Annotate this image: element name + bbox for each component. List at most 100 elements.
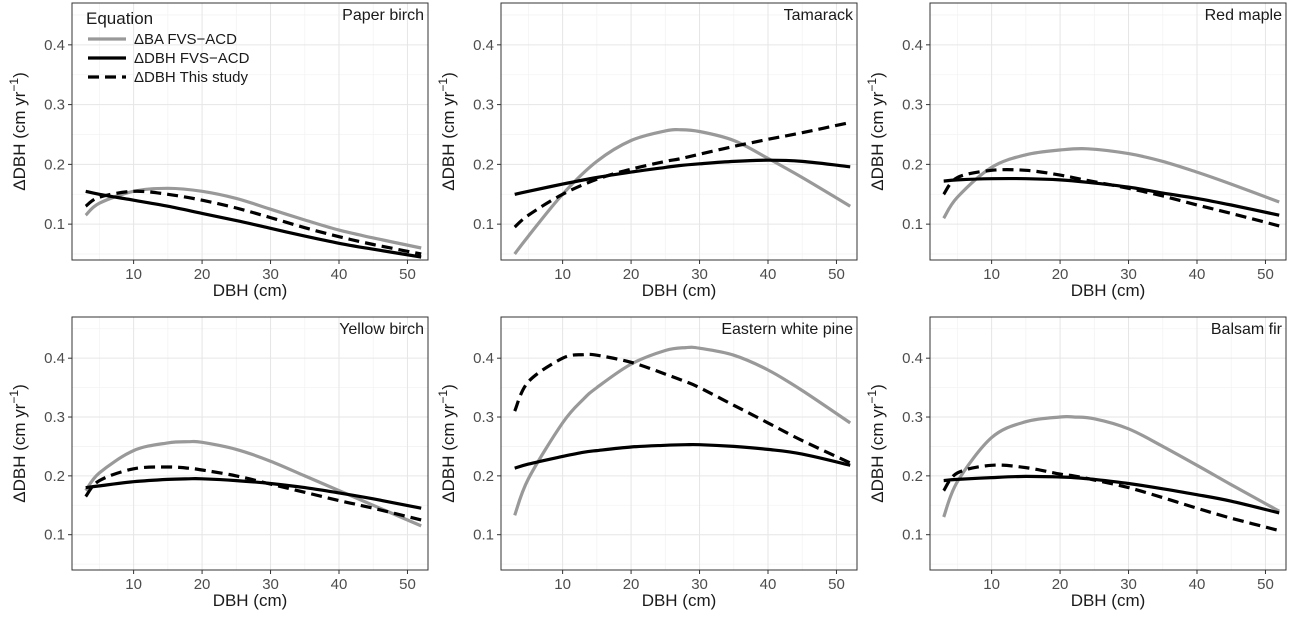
legend-label: ΔDBH FVS−ACD <box>134 50 250 67</box>
panel-title: Balsam fir <box>1211 321 1283 338</box>
panel-background <box>929 2 1287 261</box>
y-tick-label: 0.1 <box>44 216 65 233</box>
panel-frame <box>929 316 1287 571</box>
x-tick-label: 50 <box>399 266 416 283</box>
y-axis-title: ΔDBH (cm yr−1) <box>436 72 458 191</box>
y-axis-title: ΔDBH (cm yr−1) <box>7 384 29 503</box>
y-axis-title-superscript: −1 <box>865 78 879 92</box>
x-tick-label: 10 <box>554 266 571 283</box>
panel-frame <box>71 316 429 571</box>
y-axis-title-superscript: −1 <box>436 78 450 92</box>
x-tick-label: 10 <box>125 576 142 593</box>
y-axis-title-superscript: −1 <box>7 78 21 92</box>
y-tick-label: 0.2 <box>44 156 65 173</box>
panel-1: Tamarack 10 20 30 40 50 0.1 0.2 0.3 0.4 DBH (cm) ΔD… <box>436 2 858 300</box>
x-tick-label: 40 <box>331 576 348 593</box>
series-line-dbh-this-study <box>84 465 422 522</box>
x-tick-label: 50 <box>828 576 845 593</box>
series-line-dbh-fvs <box>85 189 422 259</box>
y-tick-label: 0.3 <box>473 97 494 114</box>
y-axis-title-main: ΔDBH (cm yr <box>439 91 458 191</box>
series-line-ba-fvs <box>942 146 1280 220</box>
x-axis-title: DBH (cm) <box>213 591 288 610</box>
y-axis-title: ΔDBH (cm yr−1) <box>865 72 887 191</box>
panel-title: Red maple <box>1205 7 1282 24</box>
y-tick-label: 0.2 <box>473 468 494 485</box>
legend: Equation ΔBA FVS−ACD ΔDBH FVS−ACD ΔDBH This… <box>86 9 250 86</box>
y-axis-title-superscript: −1 <box>436 390 450 404</box>
y-axis-title-suffix: ) <box>10 72 29 78</box>
x-tick-label: 40 <box>760 576 777 593</box>
x-tick-label: 30 <box>1120 576 1137 593</box>
y-tick-label: 0.1 <box>902 216 923 233</box>
x-tick-label: 50 <box>1257 576 1274 593</box>
series-line-dbh-this-study <box>513 120 851 229</box>
y-tick-label: 0.4 <box>44 350 65 367</box>
panel-2: Red maple 10 20 30 40 50 0.1 0.2 0.3 0.4 DBH (cm) Δ… <box>865 2 1287 300</box>
panel-frame <box>929 2 1287 261</box>
series-line-ba-fvs <box>513 345 852 516</box>
legend-label: ΔDBH This study <box>134 69 248 86</box>
x-tick-label: 20 <box>1052 266 1069 283</box>
series-line-dbh-fvs <box>943 474 1280 515</box>
y-axis-title-superscript: −1 <box>865 390 879 404</box>
series-line-dbh-this-study <box>942 168 1280 228</box>
series-line-dbh-fvs <box>514 442 851 470</box>
x-tick-label: 20 <box>194 576 211 593</box>
panel-0: Paper birch 10 20 30 40 50 0.1 0.2 0.3 0.4 DBH (cm… <box>7 2 429 300</box>
x-tick-label: 20 <box>1052 576 1069 593</box>
y-axis-title-main: ΔDBH (cm yr <box>868 403 887 503</box>
y-tick-label: 0.2 <box>473 156 494 173</box>
series-line-dbh-fvs <box>943 176 1280 217</box>
series-line-dbh-this-study <box>942 463 1280 533</box>
x-tick-label: 10 <box>554 576 571 593</box>
y-axis-title-main: ΔDBH (cm yr <box>868 91 887 191</box>
panel-title: Tamarack <box>784 7 854 24</box>
x-axis-title: DBH (cm) <box>642 591 717 610</box>
x-tick-label: 10 <box>125 266 142 283</box>
y-axis-title-suffix: ) <box>868 72 887 78</box>
x-tick-label: 30 <box>691 266 708 283</box>
y-tick-label: 0.2 <box>44 468 65 485</box>
panel-frame <box>71 2 429 261</box>
panel-5: Balsam fir 10 20 30 40 50 0.1 0.2 0.3 0.4 DBH (cm)… <box>865 316 1287 610</box>
x-axis-title: DBH (cm) <box>213 281 288 300</box>
x-tick-label: 30 <box>262 576 279 593</box>
y-tick-label: 0.2 <box>902 468 923 485</box>
panel-background <box>71 2 429 261</box>
panel-4: Eastern white pine 10 20 30 40 50 0.1 0.2 0.3 0.4… <box>436 316 858 610</box>
panel-title: Paper birch <box>342 7 424 24</box>
y-tick-label: 0.3 <box>902 409 923 426</box>
panel-background <box>929 316 1287 571</box>
y-tick-label: 0.4 <box>473 350 494 367</box>
y-axis-title-main: ΔDBH (cm yr <box>10 403 29 503</box>
y-axis-title: ΔDBH (cm yr−1) <box>865 384 887 503</box>
x-tick-label: 50 <box>828 266 845 283</box>
series-line-dbh-fvs <box>514 158 851 196</box>
panel-3: Yellow birch 10 20 30 40 50 0.1 0.2 0.3 0.4 DBH (c… <box>7 316 429 610</box>
x-tick-label: 40 <box>1189 266 1206 283</box>
series-line-ba-fvs <box>942 414 1280 518</box>
y-axis-title-suffix: ) <box>439 384 458 390</box>
x-tick-label: 40 <box>1189 576 1206 593</box>
y-axis-title-main: ΔDBH (cm yr <box>439 403 458 503</box>
y-axis-title-main: ΔDBH (cm yr <box>10 91 29 191</box>
x-tick-label: 20 <box>194 266 211 283</box>
series-line-dbh-this-study <box>84 189 422 256</box>
series-line-dbh-fvs <box>85 477 422 510</box>
x-tick-label: 10 <box>983 266 1000 283</box>
y-tick-label: 0.3 <box>44 97 65 114</box>
y-tick-label: 0.4 <box>902 37 923 54</box>
y-axis-title: ΔDBH (cm yr−1) <box>7 72 29 191</box>
y-tick-label: 0.4 <box>902 350 923 367</box>
y-tick-label: 0.3 <box>44 409 65 426</box>
y-tick-label: 0.1 <box>473 527 494 544</box>
x-tick-label: 20 <box>623 576 640 593</box>
y-axis-title-suffix: ) <box>439 72 458 78</box>
y-tick-label: 0.4 <box>473 37 494 54</box>
y-tick-label: 0.1 <box>44 527 65 544</box>
x-tick-label: 20 <box>623 266 640 283</box>
y-tick-label: 0.3 <box>902 97 923 114</box>
panel-title: Yellow birch <box>339 321 424 338</box>
